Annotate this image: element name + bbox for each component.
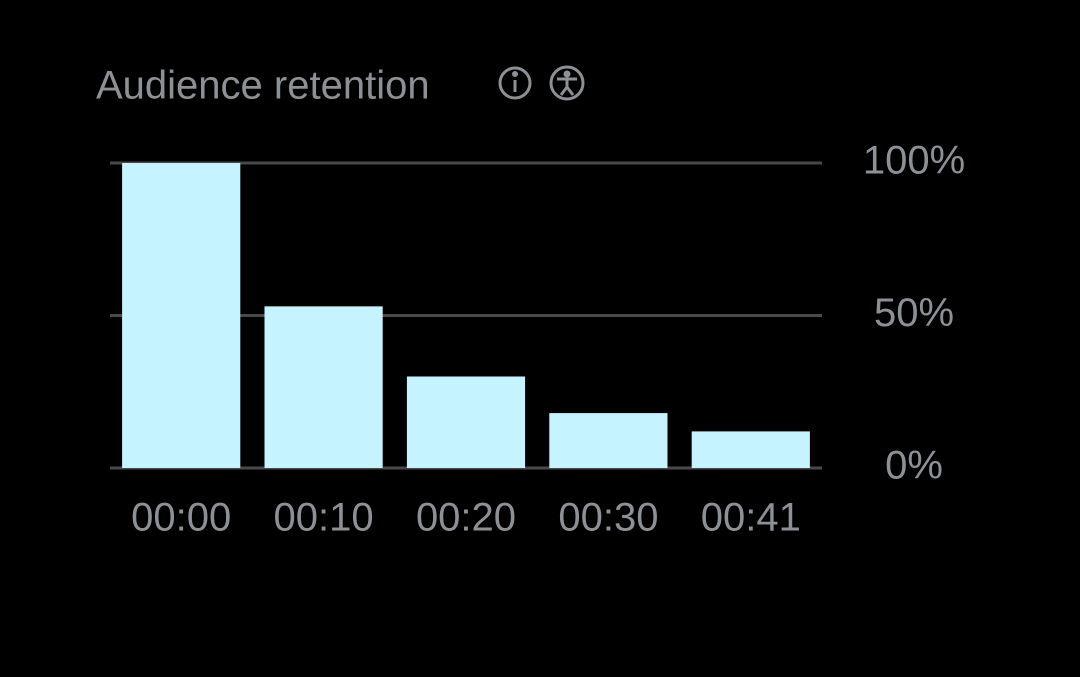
chart-title: Audience retention [96,64,430,108]
x-tick-label: 00:20 [416,496,516,540]
bar [122,163,241,468]
info-icon[interactable] [498,66,532,100]
bar [549,413,668,468]
x-tick-label: 00:41 [701,496,801,540]
x-tick-label: 00:10 [274,496,374,540]
x-tick-label: 00:00 [131,496,231,540]
x-tick-label: 00:30 [558,496,658,540]
y-tick-label: 100% [863,139,965,183]
accessibility-icon[interactable] [549,65,585,101]
y-tick-label: 50% [874,291,954,335]
y-tick-label: 0% [885,444,943,488]
bar [691,431,810,468]
bar [264,306,383,468]
bar [406,376,526,468]
